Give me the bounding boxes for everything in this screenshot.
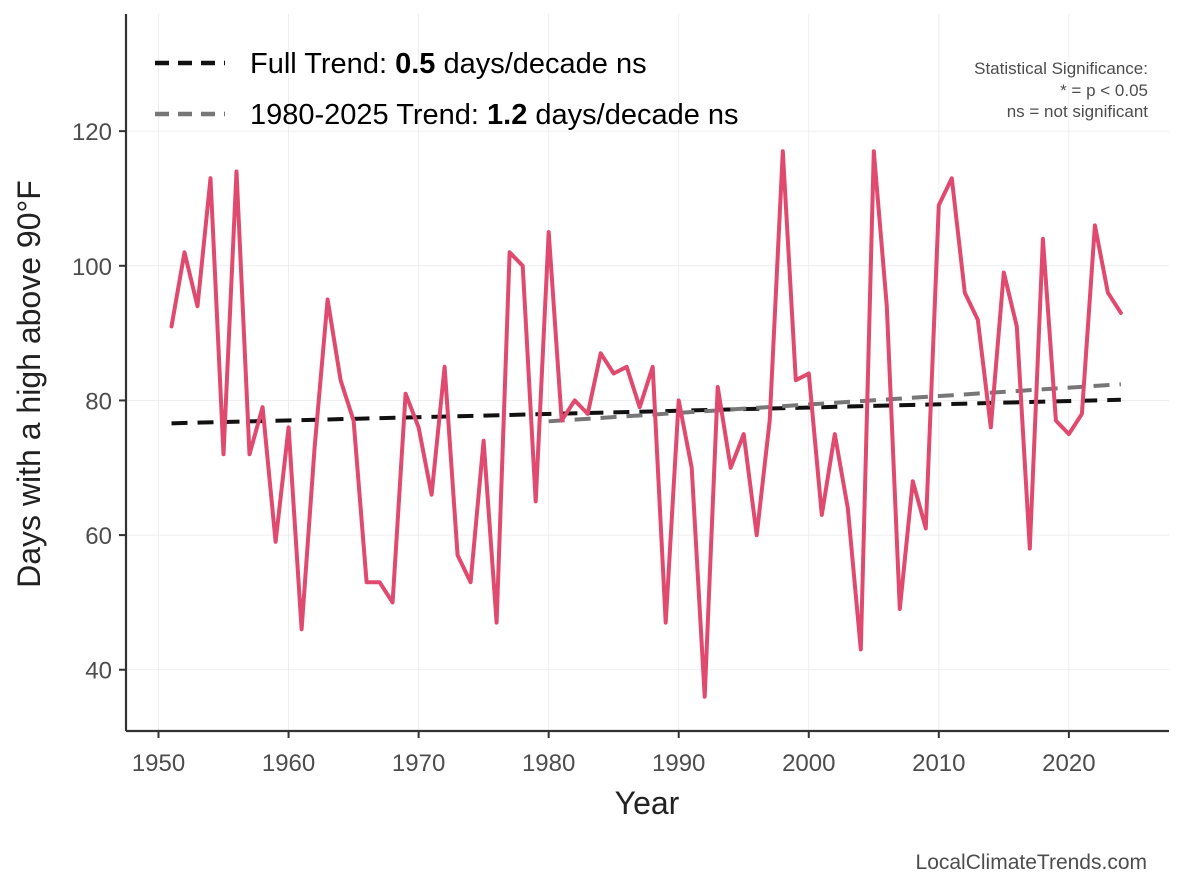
x-tick-label: 1960 [262,750,315,777]
x-tick-label: 2010 [912,750,965,777]
x-axis-title: Year [615,785,680,821]
legend-recent-trend-value: 1.2 [487,99,527,131]
x-ticks: 1950 1960 1970 1980 1990 2000 2010 2020 [132,731,1096,777]
y-tick-label: 40 [85,658,112,685]
legend-full-trend-value: 0.5 [395,48,435,80]
y-tick-label: 80 [85,388,112,415]
legend-full-trend-pre: Full Trend: [250,48,395,80]
significance-note-p: * = p < 0.05 [1060,81,1148,100]
y-tick-label: 100 [72,254,112,281]
y-tick-label: 120 [72,119,112,146]
x-tick-label: 1950 [132,750,185,777]
x-tick-label: 2020 [1042,750,1095,777]
y-ticks: 40 60 80 100 120 [72,119,126,685]
recent-trend-line [548,382,1122,424]
x-tick-label: 1970 [392,750,445,777]
legend-full-trend-post: days/decade ns [435,48,646,80]
x-tick-label: 1980 [522,750,575,777]
legend: Full Trend: 0.5 days/decade ns 1980-2025… [155,48,739,131]
significance-note: Statistical Significance: * = p < 0.05 n… [974,59,1148,121]
legend-label-full-trend: Full Trend: 0.5 days/decade ns [250,48,647,80]
y-tick-label: 60 [85,523,112,550]
x-tick-label: 2000 [782,750,835,777]
significance-note-ns: ns = not significant [1007,102,1149,121]
x-tick-label: 1990 [652,750,705,777]
axes [124,14,1169,733]
y-axis-title: Days with a high above 90°F [11,180,47,588]
trend-lines [171,382,1122,426]
full-trend-line [171,397,1121,426]
series-line [169,149,1123,699]
legend-recent-trend-pre: 1980-2025 Trend: [250,99,487,131]
legend-label-recent-trend: 1980-2025 Trend: 1.2 days/decade ns [250,99,739,131]
credit-text: LocalClimateTrends.com [916,851,1147,874]
data-series [169,149,1123,699]
legend-recent-trend-post: days/decade ns [527,99,738,131]
significance-note-title: Statistical Significance: [974,59,1148,78]
